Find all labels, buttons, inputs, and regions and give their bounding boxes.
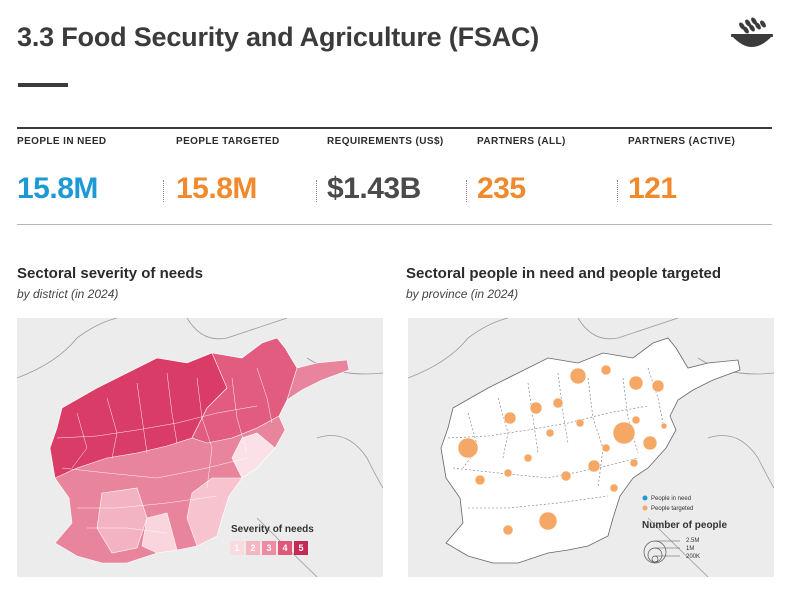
province-bubble (628, 375, 644, 391)
severity-2-region (186, 477, 243, 547)
severity-legend-title: Severity of needs (231, 524, 314, 535)
kpi-requirements: REQUIREMENTS (US$) $1.43B (327, 136, 444, 205)
province-bubble (560, 470, 572, 482)
size-legend-circles (643, 540, 680, 564)
severity-legend-item: 1 (230, 541, 244, 555)
province-bubble (457, 437, 479, 459)
province-bubble (538, 511, 558, 531)
pin-map-subtitle: by province (in 2024) (406, 287, 519, 301)
province-bubble (474, 474, 486, 486)
size-legend-title: Number of people (642, 520, 728, 531)
province-bubble (523, 453, 533, 463)
province-bubble (529, 401, 543, 415)
province-bubble (629, 458, 639, 468)
legend-people-targeted: People targeted (651, 506, 694, 512)
severity-legend-item: 5 (294, 541, 308, 555)
pin-map-title: Sectoral people in need and people targe… (406, 265, 722, 282)
size-legend-label: 200K (686, 554, 701, 560)
kpi-people-in-need: PEOPLE IN NEED 15.8M (17, 136, 107, 205)
kpi-partners-all: PARTNERS (ALL) 235 (477, 136, 566, 205)
severity-legend-item: 3 (262, 541, 276, 555)
province-bubble (660, 422, 668, 430)
pin-map-svg (408, 318, 774, 577)
province-bubble (631, 415, 641, 425)
title-underline (18, 83, 68, 87)
kpi-value: 235 (477, 172, 526, 205)
kpi-value: $1.43B (327, 172, 421, 205)
legend-people-in-need: People in need (651, 496, 692, 502)
province-bubble (502, 524, 514, 536)
severity-map-svg (17, 318, 383, 577)
province-bubble (503, 468, 513, 478)
province-bubble (651, 379, 665, 393)
kpi-separator (466, 180, 467, 202)
size-legend-label: 2.5M (686, 538, 700, 544)
kpi-label: PARTNERS (ACTIVE) (628, 136, 736, 147)
kpi-separator (617, 180, 618, 202)
severity-legend-item: 4 (278, 541, 292, 555)
kpi-bottom-rule (17, 224, 772, 225)
food-bowl-icon (731, 17, 773, 47)
size-legend-label: 1M (686, 546, 695, 552)
kpi-label: REQUIREMENTS (US$) (327, 136, 444, 147)
kpi-partners-active: PARTNERS (ACTIVE) 121 (628, 136, 736, 205)
province-bubble (587, 459, 601, 473)
province-bubble (612, 421, 636, 445)
kpi-value: 121 (628, 172, 677, 205)
province-bubble (503, 411, 517, 425)
severity-legend-item: 2 (246, 541, 260, 555)
pin-map (408, 318, 774, 577)
kpi-separator (316, 180, 317, 202)
kpi-top-rule (17, 127, 772, 129)
province-bubble (552, 397, 564, 409)
kpi-value: 15.8M (17, 172, 98, 205)
province-bubble (601, 443, 611, 453)
severity-map-title: Sectoral severity of needs (17, 265, 203, 282)
kpi-value: 15.8M (176, 172, 257, 205)
province-bubble (545, 428, 555, 438)
kpi-label: PEOPLE IN NEED (17, 136, 107, 147)
series-legend-dots (642, 495, 648, 511)
province-bubble (609, 483, 619, 493)
kpi-people-targeted: PEOPLE TARGETED 15.8M (176, 136, 280, 205)
province-bubble (569, 367, 587, 385)
severity-map-subtitle: by district (in 2024) (17, 287, 119, 301)
page-title: 3.3 Food Security and Agriculture (FSAC) (17, 22, 540, 52)
province-bubble (600, 364, 612, 376)
severity-1-region (231, 432, 276, 479)
kpi-label: PARTNERS (ALL) (477, 136, 566, 147)
province-bubble (642, 435, 658, 451)
severity-1-region (141, 512, 178, 554)
country-shape (440, 337, 741, 564)
severity-map (17, 318, 383, 577)
province-bubble (575, 418, 585, 428)
kpi-label: PEOPLE TARGETED (176, 136, 280, 147)
kpi-separator (163, 180, 164, 202)
